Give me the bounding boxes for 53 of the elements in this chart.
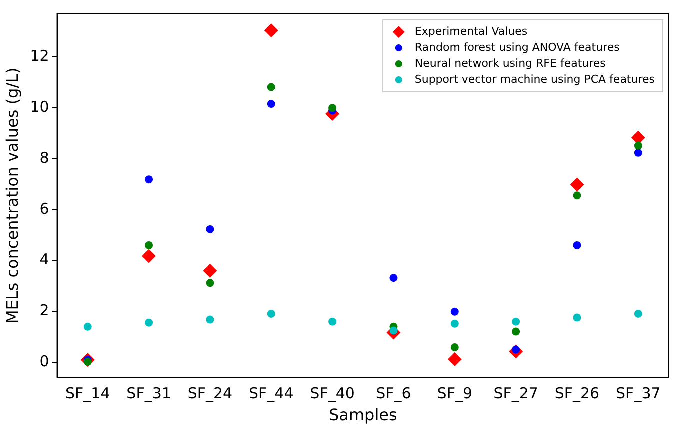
point (573, 242, 582, 250)
x-tick-label: SF_9 (437, 384, 472, 403)
point (634, 310, 642, 318)
y-tick-label: 12 (30, 47, 50, 66)
point (267, 83, 276, 92)
x-tick-label: SF_6 (376, 384, 412, 403)
x-axis-title: Samples (328, 406, 398, 425)
legend-label: Random forest using ANOVA features (414, 40, 620, 54)
y-tick-label: 4 (40, 250, 50, 269)
point (512, 328, 520, 336)
x-tick-label: SF_40 (310, 384, 355, 403)
legend-label: Support vector machine using PCA features (414, 72, 656, 86)
point (145, 318, 154, 327)
point (450, 320, 459, 328)
point (84, 322, 92, 331)
y-tick-label: 8 (40, 148, 50, 167)
point (264, 24, 278, 38)
point (450, 308, 459, 316)
point (142, 249, 156, 264)
point (390, 274, 398, 282)
y-tick-label: 6 (40, 200, 50, 218)
point (145, 242, 154, 250)
x-tick-label: SF_44 (249, 384, 294, 403)
x-tick-label: SF_24 (188, 384, 233, 403)
point (570, 178, 584, 192)
x-tick-label: SF_27 (494, 384, 538, 403)
point (206, 316, 214, 324)
point (450, 344, 459, 352)
point (145, 176, 154, 184)
point (206, 279, 214, 288)
point (573, 192, 582, 200)
point (328, 104, 337, 112)
point (206, 225, 214, 234)
point (203, 264, 218, 278)
x-tick-label: SF_26 (554, 384, 600, 403)
point (634, 148, 642, 157)
point (512, 318, 520, 326)
y-axis-title: MELs concentration values (g/L) (2, 68, 22, 324)
point (631, 130, 646, 145)
point (267, 310, 276, 318)
point (328, 318, 337, 326)
x-tick-label: SF_37 (616, 384, 661, 403)
legend-label: Experimental Values (414, 24, 528, 38)
y-tick-label: 10 (30, 98, 50, 116)
y-tick-label: 0 (40, 352, 50, 370)
y-tick-label: 2 (40, 302, 50, 320)
x-tick-label: SF_14 (66, 384, 110, 403)
point (267, 100, 276, 108)
point (448, 352, 462, 366)
point (634, 142, 642, 150)
x-tick-label: SF_31 (126, 384, 172, 403)
point (573, 314, 582, 322)
legend-label: Neural network using RFE features (414, 56, 606, 70)
